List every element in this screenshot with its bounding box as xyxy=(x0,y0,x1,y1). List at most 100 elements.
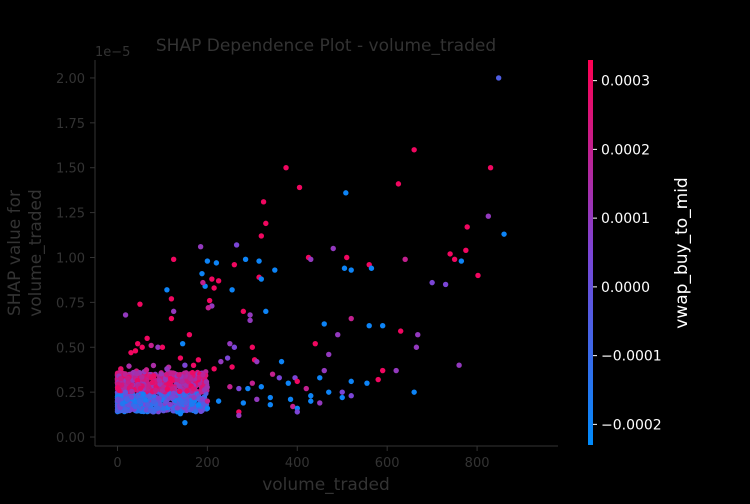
scatter-point xyxy=(393,367,399,374)
scatter-point xyxy=(411,147,417,153)
scatter-point xyxy=(164,386,171,392)
scatter-point xyxy=(294,378,300,385)
scatter-point xyxy=(236,385,242,392)
scatter-point xyxy=(296,184,303,191)
scatter-point xyxy=(339,394,345,401)
scatter-point xyxy=(326,389,332,395)
scatter-point xyxy=(179,378,185,385)
x-axis-label: volume_traded xyxy=(262,475,390,495)
scatter-point xyxy=(150,398,157,405)
scatter-point xyxy=(158,371,164,377)
scatter-point xyxy=(456,362,462,368)
scatter-point xyxy=(321,321,327,327)
scatter-point xyxy=(150,362,157,369)
scatter-point xyxy=(117,375,124,382)
scatter-point xyxy=(203,379,210,385)
scatter-point xyxy=(218,358,224,365)
scatter-point xyxy=(153,387,159,394)
scatter-point xyxy=(308,398,314,404)
scatter-point xyxy=(411,389,417,395)
scatter-point xyxy=(287,396,294,403)
x-tick-label: 600 xyxy=(375,456,400,471)
scatter-point xyxy=(303,385,309,392)
scatter-point xyxy=(139,374,145,380)
scatter-point xyxy=(308,256,314,262)
colorbar-tick-label: −0.0002 xyxy=(601,417,662,433)
scatter-point xyxy=(290,403,296,410)
scatter-point xyxy=(149,379,156,386)
scatter-point xyxy=(368,265,375,271)
scatter-point xyxy=(177,410,184,417)
scatter-point xyxy=(227,384,233,390)
scatter-point xyxy=(205,305,211,311)
scatter-point xyxy=(184,388,190,394)
y-ticks: 0.00 0.25 0.50 0.75 1.00 1.25 1.50 1.75 2.00 xyxy=(56,72,95,446)
scatter-point xyxy=(159,387,166,394)
scatter-point xyxy=(231,261,238,268)
scatter-point xyxy=(155,405,161,411)
scatter-point xyxy=(294,409,300,415)
scatter-point xyxy=(317,400,323,406)
scatter-point xyxy=(348,267,354,273)
scatter-point xyxy=(463,247,469,254)
scatter-point xyxy=(501,231,507,237)
scatter-point xyxy=(413,344,420,350)
scatter-point xyxy=(128,349,134,356)
scatter-point xyxy=(148,375,155,381)
scatter-point xyxy=(181,392,188,398)
y-axis-label-line-1: SHAP value for xyxy=(5,190,25,316)
scatter-point xyxy=(168,315,175,322)
scatter-point xyxy=(415,331,421,338)
scatter-point xyxy=(254,358,260,365)
scatter-point xyxy=(132,348,139,354)
colorbar-tick-label: 0.0000 xyxy=(601,280,650,296)
scatter-point xyxy=(283,165,289,171)
scatter-point xyxy=(215,398,222,404)
scatter-point xyxy=(249,380,256,386)
scatter-point xyxy=(151,408,157,415)
scatter-point xyxy=(364,380,370,386)
scatter-point xyxy=(142,397,149,403)
scatter-point xyxy=(125,375,131,381)
scatter-point xyxy=(348,315,354,322)
scatter-point xyxy=(115,396,121,402)
scatter-point xyxy=(167,401,173,408)
scatter-point xyxy=(256,258,262,264)
scatter-point xyxy=(174,405,181,411)
scatter-point xyxy=(247,317,253,324)
scatter-point xyxy=(195,402,202,408)
scatter-point xyxy=(326,351,332,358)
scatter-point xyxy=(240,308,247,315)
scatter-point xyxy=(155,344,161,350)
scatter-point xyxy=(179,340,186,347)
scatter-point xyxy=(204,398,211,404)
scatter-point xyxy=(201,387,208,393)
colorbar xyxy=(588,60,593,445)
scatter-point xyxy=(249,344,256,350)
scatter-point xyxy=(267,394,274,401)
scatter-point xyxy=(193,408,199,415)
y-axis-label-line-2: volume_traded xyxy=(26,189,46,317)
scatter-point xyxy=(176,383,182,389)
scatter-point xyxy=(321,367,327,374)
scatter-point xyxy=(330,245,336,252)
scatter-point xyxy=(144,335,150,341)
y-offset-label: 1e−5 xyxy=(95,45,130,60)
scatter-point xyxy=(126,402,132,408)
scatter-point xyxy=(245,385,251,392)
scatter-point xyxy=(258,276,265,282)
scatter-point xyxy=(126,363,132,369)
y-tick-label: 0.25 xyxy=(56,386,85,401)
scatter-point xyxy=(285,380,291,386)
scatter-point xyxy=(156,377,163,384)
scatter-point xyxy=(204,405,211,411)
scatter-point xyxy=(242,256,249,262)
scatter-point xyxy=(134,377,141,384)
scatter-point xyxy=(135,340,141,347)
scatter-point xyxy=(233,242,240,248)
scatter-point xyxy=(487,165,494,171)
scatter-point xyxy=(464,224,470,230)
scatter-point xyxy=(211,366,217,372)
scatter-point xyxy=(143,407,150,413)
